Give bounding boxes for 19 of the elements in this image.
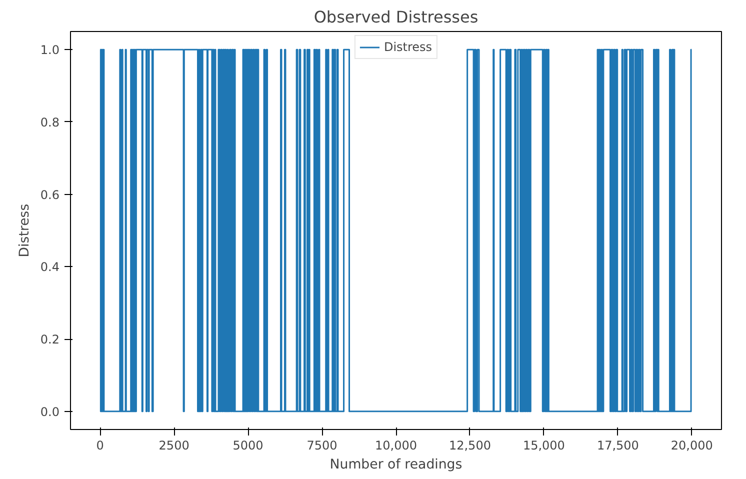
x-tick-label: 0 (96, 438, 104, 452)
y-tick-label: 0.6 (40, 188, 60, 202)
x-tick-label: 12,500 (448, 438, 491, 452)
y-tick-label: 0.4 (40, 260, 60, 274)
x-axis-title: Number of readings (330, 458, 462, 472)
legend-label: Distress (384, 40, 432, 54)
chart-title: Observed Distresses (314, 8, 478, 26)
y-tick-label: 0.2 (40, 332, 60, 347)
x-tick-label: 10,000 (375, 438, 418, 452)
y-tick-label: 0.0 (40, 404, 60, 419)
y-axis-title: Distress (17, 204, 32, 258)
x-tick-label: 15,000 (522, 438, 565, 452)
x-tick-label: 2500 (158, 438, 190, 452)
x-tick-label: 17,500 (596, 438, 639, 452)
x-tick-label: 7500 (306, 438, 338, 452)
y-tick-label: 0.8 (40, 115, 60, 130)
x-tick-label: 20,000 (670, 438, 713, 452)
x-tick-label: 5000 (232, 438, 264, 452)
y-tick-label: 1.0 (40, 43, 60, 58)
